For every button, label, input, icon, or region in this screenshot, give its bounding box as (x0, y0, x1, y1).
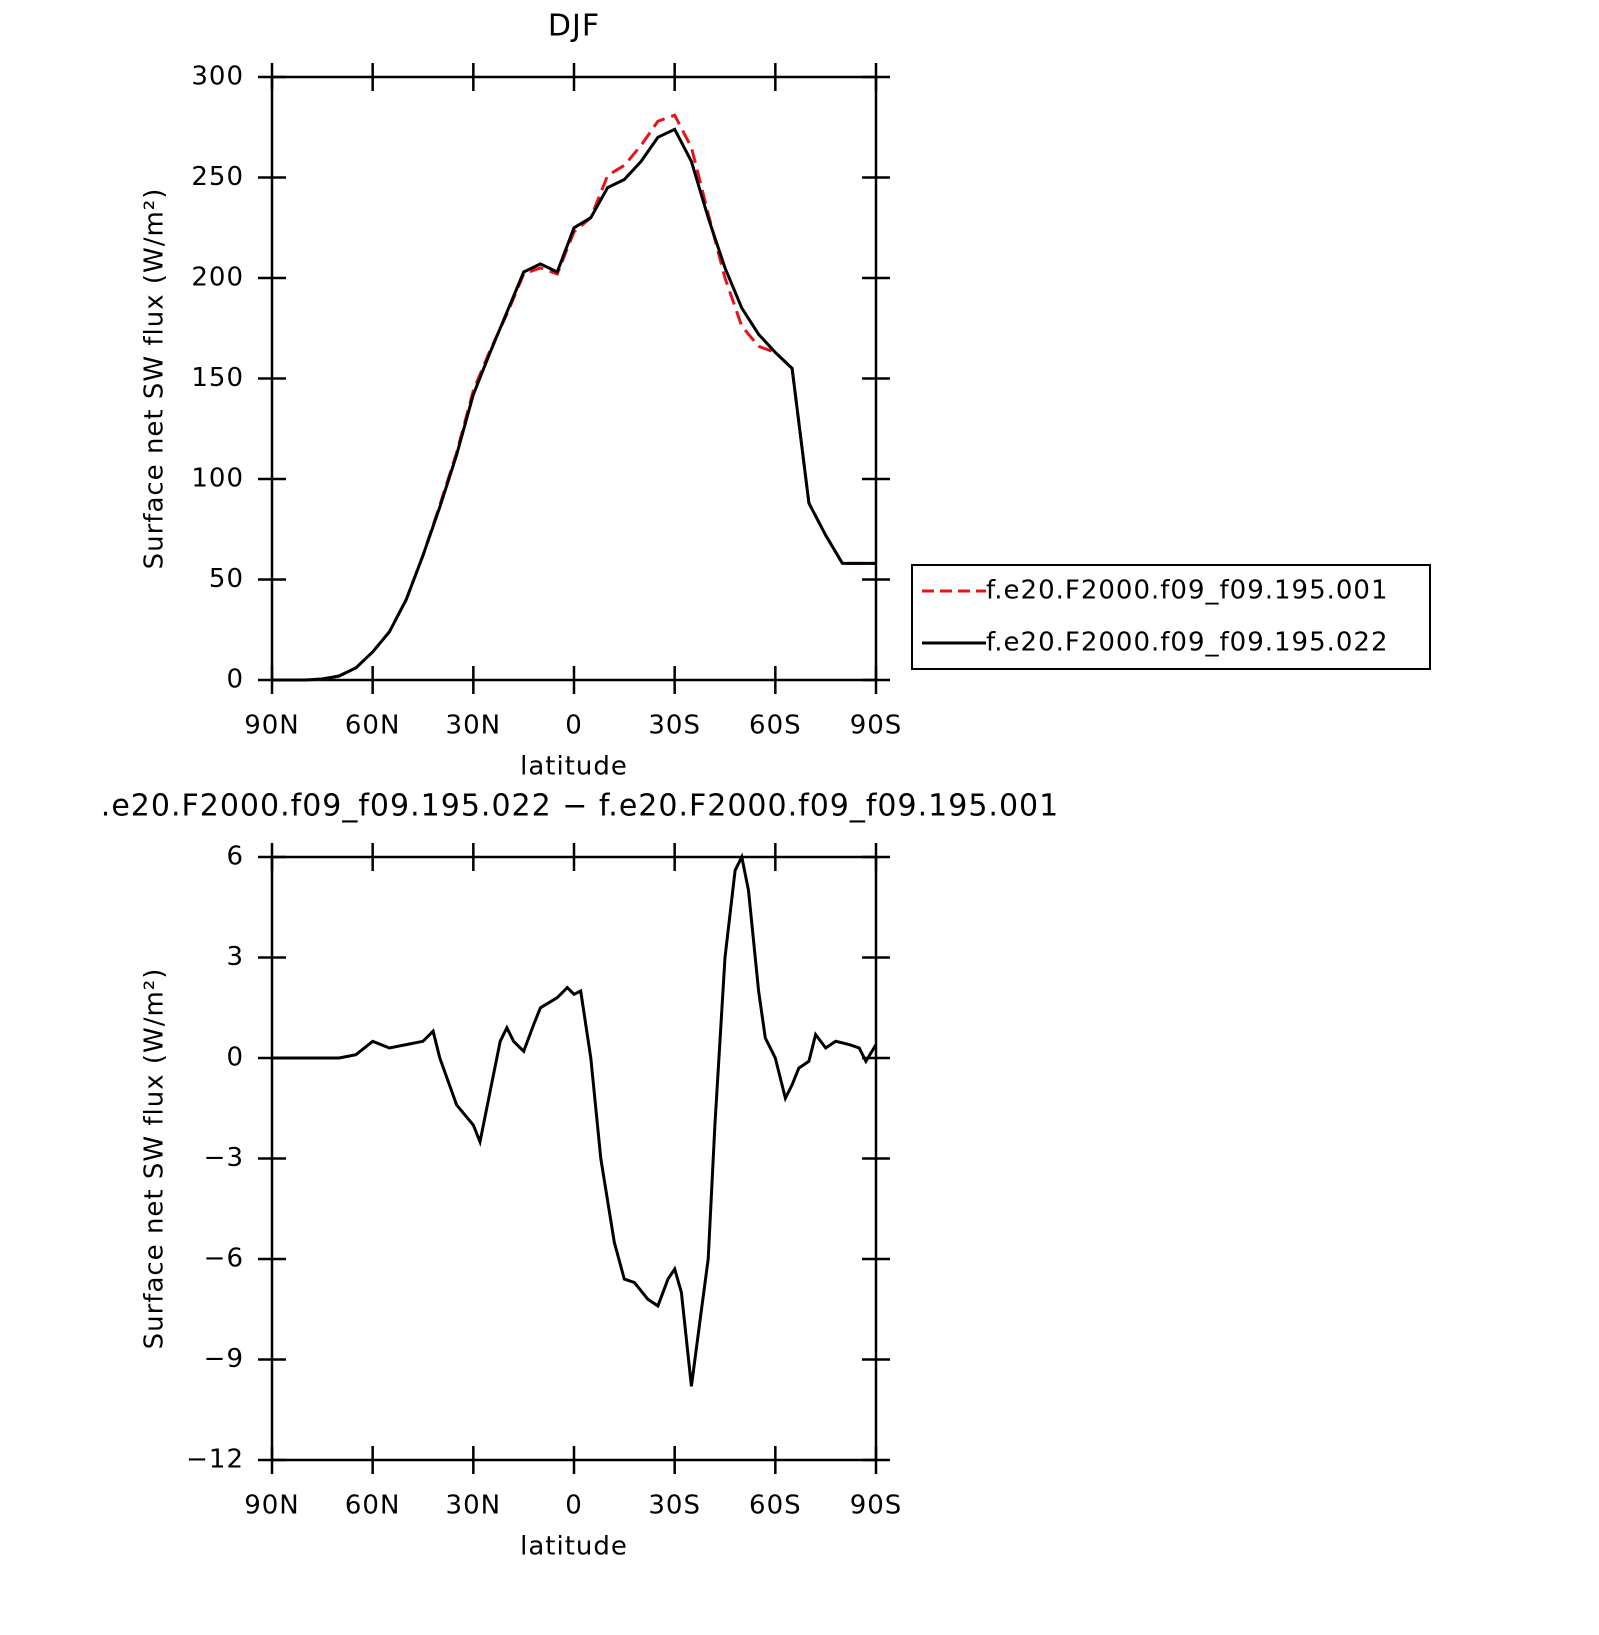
y-tick-label: 150 (191, 363, 244, 393)
legend-label: f.e20.F2000.f09_f09.195.001 (986, 576, 1389, 606)
y-tick-label: −12 (186, 1445, 244, 1475)
chart-title: DJF (548, 9, 600, 44)
x-axis-label: latitude (520, 752, 628, 782)
y-tick-label: 250 (191, 162, 244, 192)
x-tick-label: 0 (565, 1491, 583, 1521)
y-axis-label: Surface net SW flux (W/m²) (140, 968, 170, 1350)
y-tick-label: 6 (226, 842, 244, 872)
plot-frame (270, 75, 878, 682)
series-line (272, 852, 878, 1387)
y-tick-label: 3 (226, 942, 244, 972)
series-line (272, 127, 876, 682)
x-tick-label: 30N (446, 1491, 502, 1521)
y-tick-label: 200 (191, 263, 244, 293)
x-tick-label: 30N (446, 711, 502, 741)
x-tick-label: 0 (565, 711, 583, 741)
x-tick-label: 90N (244, 711, 300, 741)
y-tick-label: 300 (191, 62, 244, 92)
legend-label: f.e20.F2000.f09_f09.195.022 (986, 628, 1389, 658)
y-tick-label: −6 (204, 1244, 244, 1274)
y-tick-label: −9 (204, 1344, 244, 1374)
x-tick-label: 60N (345, 1491, 401, 1521)
legend-box (911, 564, 1431, 670)
chart-title: .e20.F2000.f09_f09.195.022 − f.e20.F2000… (101, 789, 1059, 824)
x-tick-label: 90N (244, 1491, 300, 1521)
y-tick-label: 100 (191, 464, 244, 494)
series-line (272, 113, 876, 682)
x-tick-label: 60S (749, 711, 802, 741)
x-tick-label: 30S (648, 711, 701, 741)
y-tick-label: −3 (204, 1143, 244, 1173)
y-tick-label: 0 (226, 1043, 244, 1073)
x-tick-label: 90S (850, 711, 903, 741)
x-tick-label: 30S (648, 1491, 701, 1521)
x-tick-label: 60N (345, 711, 401, 741)
plot-frame (270, 855, 878, 1462)
y-axis-label: Surface net SW flux (W/m²) (140, 188, 170, 570)
y-tick-label: 50 (209, 564, 244, 594)
y-tick-label: 0 (226, 665, 244, 695)
x-tick-label: 90S (850, 1491, 903, 1521)
x-tick-label: 60S (749, 1491, 802, 1521)
x-axis-label: latitude (520, 1532, 628, 1562)
